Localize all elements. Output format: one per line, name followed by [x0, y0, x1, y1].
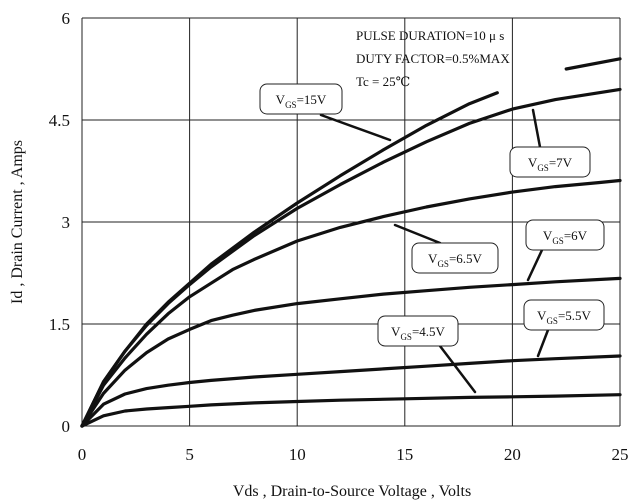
series-line-1 [80, 87, 622, 428]
x-tick-label: 0 [78, 445, 87, 464]
callout-0: VGS=15V [259, 83, 392, 142]
test-conditions: PULSE DURATION=10 μ s DUTY FACTOR=0.5%MA… [356, 28, 510, 89]
x-tick-label: 25 [612, 445, 629, 464]
callout-3: VGS=6.5V [393, 223, 499, 274]
y-axis-label: Id , Drain Current , Amps [9, 140, 26, 304]
x-axis-label: Vds , Drain-to-Source Voltage , Volts [233, 483, 471, 500]
callout-6: VGS=4.5V [377, 315, 477, 394]
series-line-2 [564, 57, 622, 71]
callout-pointer [319, 113, 392, 142]
y-tick-label: 4.5 [49, 111, 70, 130]
x-tick-label: 10 [289, 445, 306, 464]
series-label: VGS=6.5V [428, 251, 482, 269]
callout-box [523, 299, 605, 331]
y-tick-label: 3 [62, 213, 71, 232]
callout-pointer [531, 108, 542, 149]
x-tick-label: 20 [504, 445, 521, 464]
series-label: VGS=5.5V [537, 308, 591, 326]
note-case-temperature: Tc = 25℃ [356, 74, 410, 89]
curves [80, 57, 622, 428]
callout-box [509, 146, 591, 178]
x-tick-label: 5 [185, 445, 194, 464]
series-label: VGS=15V [276, 92, 327, 110]
callout-pointer [438, 344, 477, 394]
callout-box [377, 315, 459, 347]
callout-5: VGS=5.5V [523, 299, 605, 358]
series-label: VGS=7V [528, 155, 573, 173]
callout-box [411, 242, 499, 274]
series-line-4 [80, 276, 622, 428]
callout-pointer [536, 328, 550, 358]
callout-box [525, 219, 605, 251]
series-line-6 [80, 393, 622, 428]
callout-pointer [393, 223, 442, 245]
note-duty-factor: DUTY FACTOR=0.5%MAX [356, 51, 510, 66]
callout-box [259, 83, 343, 115]
series-label: VGS=4.5V [391, 324, 445, 342]
x-tick-label: 15 [396, 445, 413, 464]
y-tick-label: 0 [62, 417, 71, 436]
series-line-3 [80, 178, 622, 428]
tick-labels: 0 5 10 15 20 25 0 1.5 3 4.5 6 [49, 9, 629, 464]
series-label: VGS=6V [543, 228, 588, 246]
callout-1: VGS=7V [509, 108, 591, 178]
callout-4: VGS=6V [525, 219, 605, 282]
callout-pointer [526, 248, 544, 282]
y-tick-label: 1.5 [49, 315, 70, 334]
series-line-5 [80, 354, 622, 428]
series-callouts: VGS=15V VGS=7V VGS=6.5V VGS=6V VGS=4.5V VGS=5… [259, 83, 605, 394]
note-pulse-duration: PULSE DURATION=10 μ s [356, 28, 504, 43]
y-tick-label: 6 [62, 9, 71, 28]
